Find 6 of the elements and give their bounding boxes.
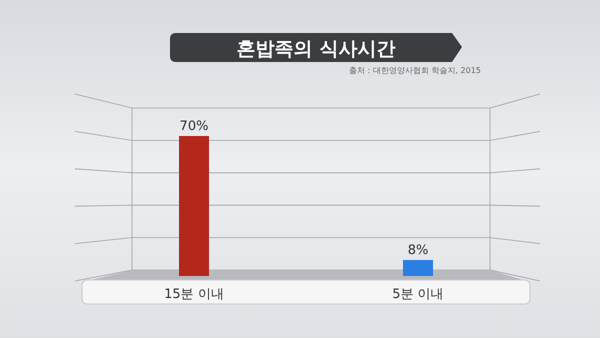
data-label: 8% [408,243,428,258]
chart-title: 혼밥족의 식사시간 [236,38,396,60]
data-label: 70% [180,119,208,134]
x-tick-label: 15분 이내 [164,287,224,302]
x-tick-label: 5분 이내 [392,287,444,302]
source-note: 출처 : 대한영양사협회 학술지, 2015 [349,66,481,75]
